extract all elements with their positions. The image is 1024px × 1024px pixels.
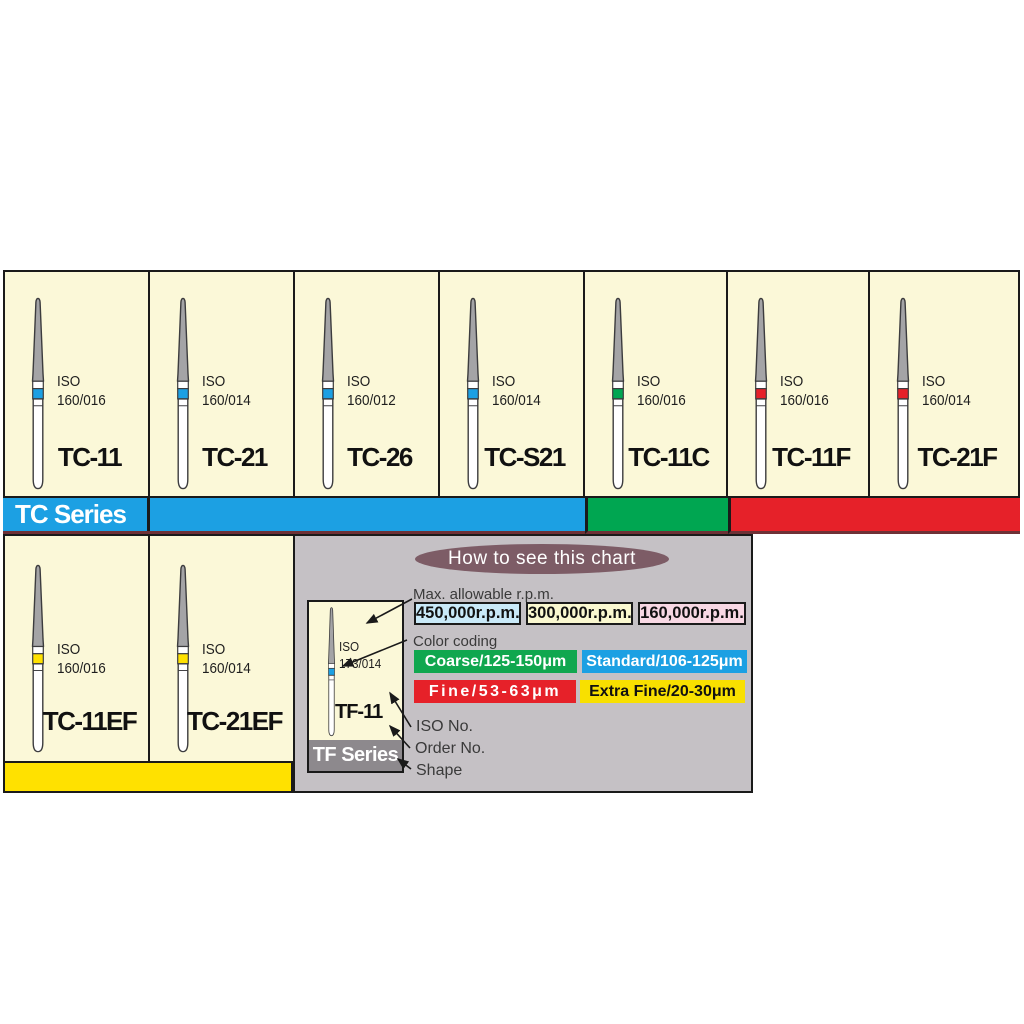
product-name: TC-11EF <box>42 706 138 736</box>
series-band-coarse <box>585 496 728 534</box>
product-cell-tc-21ef: ISO 160/014 TC-21EF <box>148 534 295 763</box>
example-cell-tf-11: ISO 173/014 TF-11 TF Series <box>307 600 404 773</box>
product-cell-tc-s21: ISO 160/014 TC-S21 <box>438 270 585 499</box>
product-name: TC-11C <box>628 442 710 472</box>
iso-number: ISO 160/016 <box>57 641 106 677</box>
legend-panel: How to see this chart Max. allowable r.p… <box>293 534 753 793</box>
tf-series-title: TF Series <box>309 740 402 771</box>
series-band-extra-fine <box>3 761 293 793</box>
iso-number: ISO 160/016 <box>637 373 686 409</box>
product-name: TC-11F <box>772 442 851 472</box>
rpm-option-160000: 160,000r.p.m. <box>638 602 746 625</box>
product-name: TF-11 <box>335 701 383 723</box>
product-name: TC-26 <box>347 442 413 472</box>
product-name: TC-21EF <box>187 706 283 736</box>
rpm-option-450000: 450,000r.p.m. <box>414 602 521 625</box>
order-no-label: Order No. <box>415 740 486 757</box>
product-name: TC-11 <box>57 442 123 472</box>
iso-number: ISO 173/014 <box>339 639 382 671</box>
series-title: TC Series <box>3 498 150 531</box>
iso-number: ISO 160/014 <box>202 373 251 409</box>
series-band-standard: TC Series <box>3 496 585 534</box>
coding-coarse: Coarse/125-150μm <box>414 650 577 673</box>
iso-number: ISO 160/012 <box>347 373 396 409</box>
iso-number: ISO 160/014 <box>202 641 251 677</box>
product-name: TC-21F <box>917 442 998 472</box>
iso-number: ISO 160/016 <box>780 373 829 409</box>
iso-number: ISO 160/016 <box>57 373 106 409</box>
series-band-fine <box>728 496 1020 534</box>
coding-standard: Standard/106-125μm <box>582 650 747 673</box>
iso-no-label: ISO No. <box>416 718 473 735</box>
product-cell-tc-11f: ISO 160/016 TC-11F <box>726 270 870 499</box>
rpm-option-300000: 300,000r.p.m. <box>526 602 633 625</box>
iso-number: ISO 160/014 <box>922 373 971 409</box>
product-cell-tc-21: ISO 160/014 TC-21 <box>148 270 295 499</box>
product-cell-tc-11c: ISO 160/016 TC-11C <box>583 270 728 499</box>
product-cell-tc-21f: ISO 160/014 TC-21F <box>868 270 1020 499</box>
product-name: TC-S21 <box>484 442 566 472</box>
product-cell-tc-26: ISO 160/012 TC-26 <box>293 270 440 499</box>
iso-number: ISO 160/014 <box>492 373 541 409</box>
max-rpm-label: Max. allowable r.p.m. <box>413 586 554 603</box>
product-cell-tc-11: ISO 160/016 TC-11 <box>3 270 150 499</box>
product-name: TC-21 <box>202 442 268 472</box>
coding-fine: Fine/53-63μm <box>414 680 576 703</box>
coding-extra-fine: Extra Fine/20-30μm <box>580 680 745 703</box>
shape-label: Shape <box>416 762 463 779</box>
legend-title: How to see this chart <box>415 544 669 574</box>
product-cell-tc-11ef: ISO 160/016 TC-11EF <box>3 534 150 763</box>
color-coding-label: Color coding <box>413 633 498 650</box>
